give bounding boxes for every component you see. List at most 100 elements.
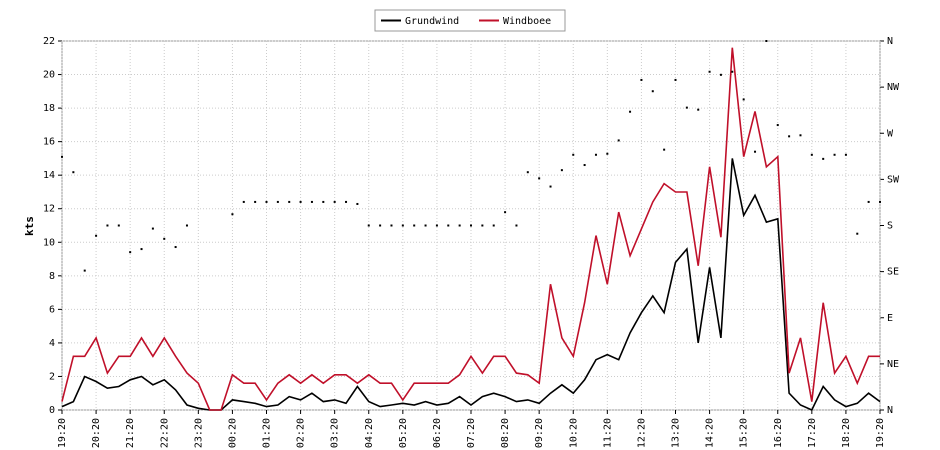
y2-tick-label: SW [887,174,900,185]
direction-dot [117,224,120,227]
direction-dot [856,232,859,235]
direction-dot [356,202,359,205]
direction-dot [799,134,802,137]
y-tick-label: 18 [43,103,55,114]
direction-dot [83,269,86,272]
x-tick-label: 12:20 [636,418,647,448]
direction-dot [685,106,688,109]
direction-dot [367,224,370,227]
direction-dot [151,227,154,230]
x-tick-label: 15:20 [739,418,750,448]
direction-dot [560,169,563,172]
direction-dot [481,224,484,227]
direction-dot [606,152,609,155]
x-tick-label: 23:20 [193,418,204,448]
direction-dot [265,200,268,203]
y-tick-label: 22 [43,36,55,47]
series-line [61,47,880,411]
direction-dot [492,224,495,227]
direction-dot [810,153,813,156]
x-tick-label: 05:20 [398,418,409,448]
y-tick-label: 10 [43,237,55,248]
direction-dot [310,200,313,203]
direction-dot [413,224,416,227]
y-tick-label: 16 [43,137,55,148]
x-tick-label: 19:20 [875,418,886,448]
direction-dot [470,224,472,227]
y2-tick-label: W [887,128,894,139]
direction-dot [697,108,700,111]
direction-dot [776,124,779,127]
y2-tick-label: NW [887,82,900,93]
x-tick-label: 13:20 [671,418,682,448]
direction-dot [844,153,847,156]
legend-box [374,9,566,32]
direction-dot [731,70,734,73]
direction-dot [788,135,791,138]
direction-dot [458,224,461,227]
direction-dot [61,155,63,158]
direction-dot [822,157,825,160]
direction-dot [401,224,404,227]
x-tick-label: 09:20 [534,418,545,448]
direction-dot [754,150,757,153]
direction-dot [708,70,711,73]
direction-dot [242,200,245,203]
x-tick-label: 18:20 [841,418,852,448]
direction-dot [435,224,438,227]
x-tick-label: 14:20 [705,418,716,448]
direction-dot [390,224,393,227]
direction-dot [72,171,75,174]
y-tick-label: 14 [43,170,55,181]
direction-dot [106,224,109,227]
direction-dot [651,90,654,93]
direction-dot [299,200,302,203]
x-tick-label: 16:20 [773,418,784,448]
x-tick-label: 17:20 [807,418,818,448]
y2-tick-label: N [887,36,893,47]
x-tick-label: 06:20 [432,418,443,448]
y-tick-label: 0 [49,405,55,416]
direction-dot [538,177,541,180]
direction-dot [345,200,348,203]
direction-dot [526,171,529,174]
direction-dot [288,200,291,203]
direction-dot [663,148,666,151]
direction-dot [515,224,518,227]
y2-tick-label: SE [887,267,899,278]
direction-dot [674,78,677,81]
direction-dot [594,153,597,156]
x-tick-label: 07:20 [466,418,477,448]
y-tick-label: 8 [49,271,55,282]
x-tick-label: 08:20 [500,418,511,448]
x-tick-label: 00:20 [227,418,238,448]
direction-dot [322,200,325,203]
direction-dot [129,251,132,254]
x-tick-label: 04:20 [364,418,375,448]
legend-label: Windboee [503,16,551,27]
direction-dot [163,237,166,240]
direction-dot [424,224,427,227]
direction-dot [276,200,279,203]
x-tick-label: 01:20 [262,418,273,448]
direction-dot [572,153,575,156]
x-tick-label: 22:20 [159,418,170,448]
y-axis-label: kts [23,216,36,236]
x-tick-label: 19:20 [57,418,68,448]
y-tick-label: 2 [49,371,55,382]
direction-dot [140,248,143,251]
direction-dot [447,224,450,227]
direction-dot [549,185,552,188]
y-tick-label: 20 [43,70,55,81]
x-tick-label: 21:20 [125,418,136,448]
direction-dot [95,234,98,237]
direction-dot [879,200,881,203]
x-tick-label: 02:20 [296,418,307,448]
y2-tick-label: NE [887,359,899,370]
x-tick-label: 10:20 [568,418,579,448]
direction-dot [231,213,234,216]
direction-dot [617,139,620,142]
x-tick-label: 03:20 [330,418,341,448]
y-tick-label: 4 [49,338,55,349]
